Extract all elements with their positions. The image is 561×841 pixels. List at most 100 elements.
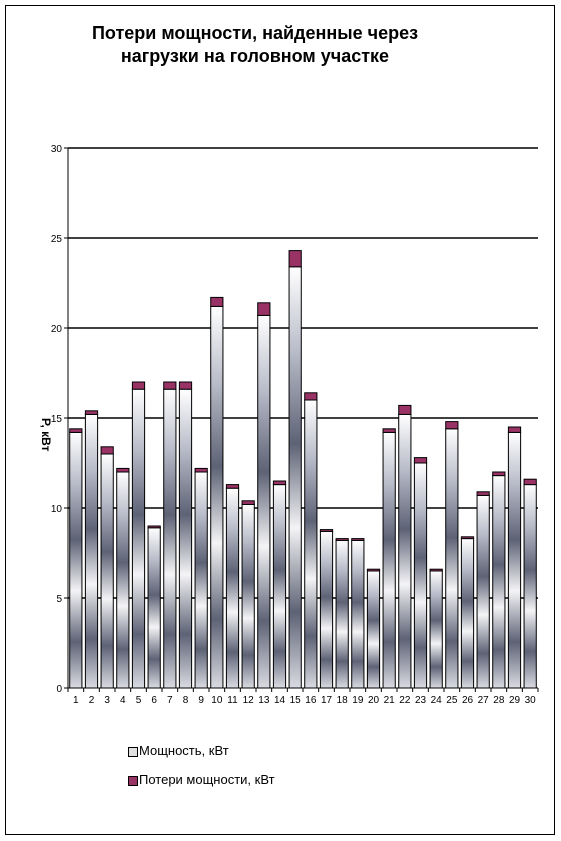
bar-losses	[398, 404, 412, 415]
x-tick-label: 16	[305, 695, 317, 706]
bar-power	[445, 428, 459, 689]
bar-losses	[225, 484, 240, 489]
y-tick-label: 0	[56, 684, 62, 695]
bar-power	[304, 399, 318, 689]
bar-losses	[163, 381, 177, 390]
bar-losses	[492, 471, 506, 477]
bar-power	[116, 471, 130, 689]
bar-losses	[100, 446, 114, 455]
chart-title-line-2: нагрузки на головном участке	[120, 46, 390, 66]
bar-power	[257, 314, 271, 689]
bar-power	[163, 388, 177, 689]
bar-losses	[351, 538, 365, 541]
bar-losses	[272, 480, 287, 486]
x-tick-label: 5	[136, 695, 142, 706]
bar-losses	[84, 410, 99, 415]
x-tick-label: 1	[73, 695, 79, 706]
bar-losses	[523, 478, 537, 486]
y-tick-label: 20	[51, 324, 63, 335]
bar-losses	[507, 426, 522, 433]
bar-power	[398, 413, 412, 689]
y-tick-label: 5	[56, 594, 62, 605]
bar-power	[131, 388, 146, 689]
x-tick-label: 13	[258, 695, 270, 706]
bar-power	[335, 539, 349, 689]
bar-power	[210, 305, 224, 689]
chart-title: Потери мощности, найденные через нагрузк…	[0, 22, 510, 68]
bar-losses	[116, 467, 130, 473]
bar-power	[194, 471, 208, 689]
x-tick-label: 6	[151, 695, 157, 706]
bar-losses	[445, 421, 459, 430]
bar-losses	[257, 302, 271, 316]
x-tick-label: 18	[337, 695, 349, 706]
bar-losses	[413, 457, 428, 464]
bar-power	[272, 484, 287, 689]
y-axis-label: P, кВт	[39, 418, 53, 452]
x-tick-label: 14	[274, 695, 286, 706]
chart-title-line-1: Потери мощности, найденные через	[91, 23, 419, 43]
x-tick-label: 11	[227, 695, 238, 706]
bar-power	[523, 484, 537, 689]
bar-power	[147, 527, 161, 689]
bar-losses	[69, 428, 83, 433]
x-tick-label: 2	[89, 695, 95, 706]
y-tick-label: 25	[51, 234, 63, 245]
bar-power	[178, 388, 193, 689]
bar-power	[100, 453, 114, 689]
x-tick-label: 30	[525, 695, 537, 706]
x-tick-label: 28	[493, 695, 505, 706]
bar-power	[225, 487, 240, 689]
x-tick-label: 29	[509, 695, 521, 706]
x-tick-label: 24	[431, 695, 443, 706]
x-tick-label: 4	[120, 695, 126, 706]
bar-losses	[429, 568, 443, 572]
x-tick-label: 22	[399, 695, 411, 706]
x-tick-label: 9	[198, 695, 204, 706]
legend-label-losses: Потери мощности, кВт	[139, 772, 275, 787]
y-tick-label: 10	[51, 504, 63, 515]
bar-losses	[366, 568, 381, 572]
x-tick-label: 20	[368, 695, 380, 706]
x-tick-label: 25	[446, 695, 458, 706]
bar-losses	[178, 381, 193, 390]
bar-power	[84, 413, 99, 689]
x-tick-label: 19	[352, 695, 364, 706]
legend-swatch-losses	[128, 776, 138, 786]
y-tick-label: 15	[51, 414, 63, 425]
bar-losses	[147, 525, 161, 529]
bar-power	[413, 462, 428, 689]
bar-power	[429, 570, 443, 689]
bar-losses	[382, 428, 396, 433]
bar-losses	[304, 392, 318, 401]
x-tick-label: 21	[384, 695, 396, 706]
bar-power	[492, 475, 506, 689]
bar-losses	[460, 536, 475, 540]
bar-power	[241, 503, 255, 689]
bar-losses	[131, 381, 146, 390]
x-tick-label: 3	[104, 695, 110, 706]
legend-swatch-power	[128, 747, 138, 757]
bar-power	[507, 431, 522, 689]
x-tick-label: 15	[290, 695, 302, 706]
x-tick-label: 23	[415, 695, 427, 706]
x-tick-label: 12	[243, 695, 255, 706]
legend-label-power: Мощность, кВт	[139, 743, 229, 758]
bar-losses	[288, 250, 302, 268]
bar-losses	[335, 538, 349, 541]
x-tick-label: 8	[183, 695, 189, 706]
bar-power	[319, 530, 334, 689]
x-tick-label: 7	[167, 695, 173, 706]
bar-losses	[194, 467, 208, 473]
bar-power	[69, 431, 83, 689]
x-tick-label: 27	[478, 695, 490, 706]
y-tick-label: 30	[51, 144, 63, 155]
bar-losses	[476, 491, 490, 496]
bar-power	[460, 538, 475, 689]
x-tick-label: 10	[211, 695, 223, 706]
bar-power	[366, 570, 381, 689]
bar-losses	[319, 529, 334, 532]
bar-power	[476, 494, 490, 689]
bar-power	[351, 539, 365, 689]
